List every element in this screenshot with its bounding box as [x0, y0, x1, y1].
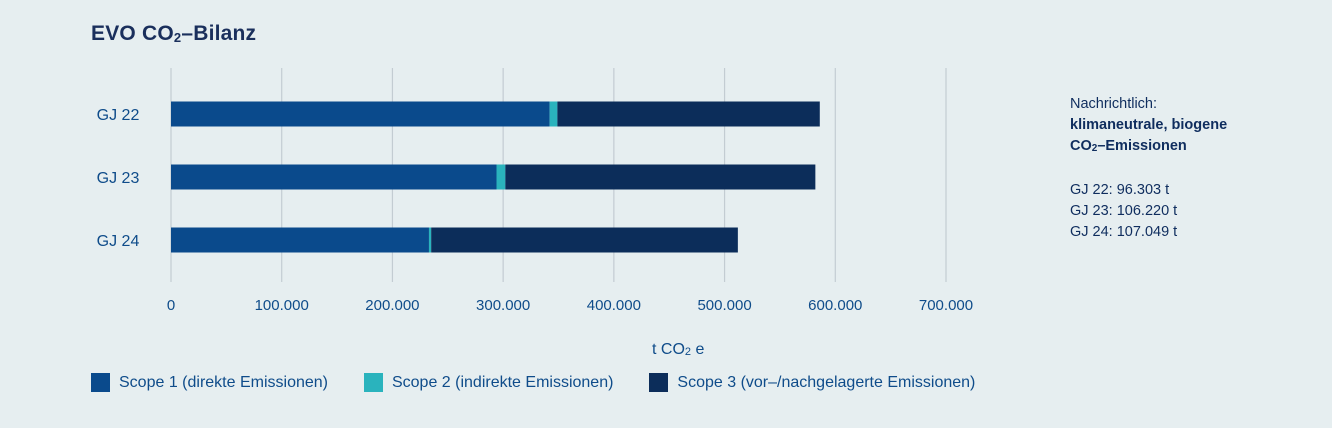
side-note: Nachrichtlich: klimaneutrale, biogene CO…: [1070, 94, 1227, 243]
legend-item-scope1: Scope 1 (direkte Emissionen): [91, 373, 328, 392]
legend-label-scope1: Scope 1 (direkte Emissionen): [119, 373, 328, 391]
x-tick-label: 500.000: [697, 297, 751, 314]
legend-swatch-scope2: [363, 373, 383, 392]
x-tick-label: 300.000: [476, 297, 530, 314]
x-tick-label: 200.000: [365, 297, 419, 314]
note-bold-line2: CO2–Emissionen: [1070, 138, 1187, 154]
note-value-gj23: GJ 23: 106.220 t: [1070, 203, 1178, 219]
x-tick-label: 700.000: [919, 297, 973, 314]
note-bold-line1: klimaneutrale, biogene: [1070, 117, 1228, 133]
bar-segment-scope2: [428, 227, 432, 253]
category-label: GJ 24: [97, 233, 140, 250]
note-value-gj22: GJ 22: 96.303 t: [1070, 182, 1170, 198]
note-value-gj24: GJ 24: 107.049 t: [1070, 224, 1178, 240]
legend-swatch-scope3: [649, 373, 669, 392]
note-heading: Nachrichtlich:: [1070, 96, 1158, 112]
chart-title: EVO CO2–Bilanz: [91, 22, 257, 45]
x-axis-label: t CO2 e: [652, 341, 705, 358]
legend-label-scope2: Scope 2 (indirekte Emissionen): [391, 373, 614, 391]
legend-item-scope2: Scope 2 (indirekte Emissionen): [363, 373, 614, 392]
bar-segment-scope3: [505, 164, 816, 190]
legend-label-scope3: Scope 3 (vor–/nachgelagerte Emissionen): [677, 373, 976, 391]
bar-segment-scope2: [496, 164, 506, 190]
category-label: GJ 22: [97, 107, 140, 124]
x-tick-label: 600.000: [808, 297, 862, 314]
bar-segment-scope2: [549, 101, 558, 127]
x-tick-label: 400.000: [587, 297, 641, 314]
legend-swatch-scope1: [91, 373, 110, 392]
legend-item-scope3: Scope 3 (vor–/nachgelagerte Emissionen): [649, 373, 975, 392]
bar-segment-scope3: [431, 227, 738, 253]
bar-segment-scope3: [557, 101, 820, 127]
bar-segment-scope1: [171, 164, 497, 190]
bar-segment-scope1: [171, 227, 429, 253]
x-tick-label: 100.000: [255, 297, 309, 314]
x-tick-label: 0: [167, 297, 175, 314]
bar-segment-scope1: [171, 101, 550, 127]
legend: Scope 1 (direkte Emissionen) Scope 2 (in…: [91, 373, 1011, 392]
category-label: GJ 23: [97, 170, 140, 187]
